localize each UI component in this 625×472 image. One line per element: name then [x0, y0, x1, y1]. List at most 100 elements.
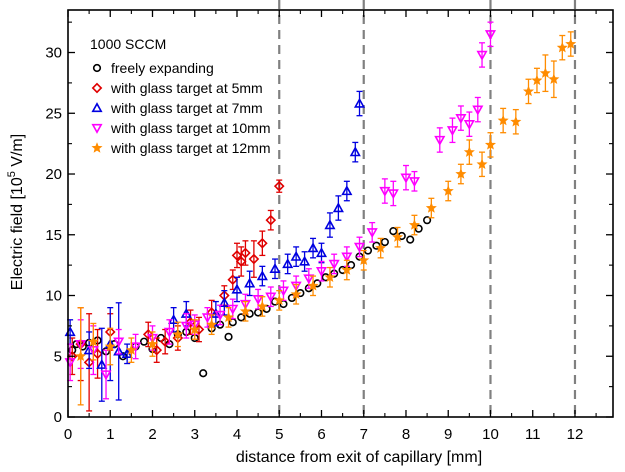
x-tick-label: 11: [525, 426, 541, 443]
data-point: [375, 242, 387, 253]
x-tick-label: 7: [360, 426, 368, 443]
data-point: [387, 189, 399, 200]
y-axis-label: Electric field [105 V/m]: [6, 134, 26, 290]
data-point: [455, 113, 467, 124]
data-point: [180, 321, 192, 332]
legend-label: with glass target at 7mm: [110, 100, 263, 116]
series-5: [75, 31, 577, 406]
data-point: [139, 337, 149, 346]
data-point: [408, 177, 420, 188]
data-point: [299, 255, 311, 266]
legend-label: with glass target at 12mm: [110, 140, 271, 156]
data-point: [531, 74, 543, 86]
x-tick-label: 9: [444, 426, 452, 443]
x-tick-label: 0: [64, 426, 72, 443]
x-tick-label: 6: [317, 426, 325, 443]
data-point: [252, 294, 264, 305]
data-point: [75, 350, 87, 361]
data-point: [392, 231, 404, 242]
data-point: [400, 173, 412, 184]
data-point: [224, 332, 233, 341]
x-axis-label: distance from exit of capillary [mm]: [236, 449, 482, 466]
data-point: [539, 67, 551, 78]
data-point: [425, 202, 437, 213]
data-point: [201, 313, 213, 324]
data-point: [406, 235, 415, 244]
data-point: [248, 253, 260, 265]
data-point: [484, 139, 497, 150]
legend-label: freely expanding: [111, 60, 214, 76]
y-tick-label: 15: [45, 227, 62, 244]
data-point: [142, 329, 154, 340]
data-point: [206, 318, 218, 330]
x-tick-label: 3: [191, 426, 199, 443]
y-tick-label: 0: [54, 409, 62, 426]
data-point: [235, 256, 247, 267]
data-point: [87, 335, 99, 347]
data-point: [332, 202, 344, 213]
data-point: [472, 105, 484, 116]
data-point: [118, 352, 128, 361]
data-point: [210, 307, 222, 318]
data-point: [497, 114, 509, 126]
data-point: [256, 270, 268, 281]
data-point: [358, 254, 370, 265]
data-point: [231, 250, 243, 261]
data-point: [244, 277, 256, 288]
x-tick-label: 4: [233, 426, 241, 443]
data-point: [66, 350, 78, 362]
data-point: [556, 41, 568, 53]
data-point: [256, 300, 268, 312]
data-point: [199, 369, 208, 378]
data-point: [423, 216, 432, 225]
data-point: [341, 185, 353, 196]
data-point: [307, 279, 319, 291]
data-point: [231, 283, 243, 294]
legend-entry-2: with glass target at 5mm: [91, 80, 263, 96]
data-point: [349, 146, 361, 157]
y-axis-label-exponent: 5: [6, 171, 18, 177]
data-point: [290, 288, 302, 299]
data-point: [484, 30, 497, 41]
y-tick-label: 20: [45, 166, 62, 183]
legend-entry-5: with glass target at 12mm: [91, 140, 271, 156]
legend-title: 1000 SCCM: [90, 36, 166, 52]
data-point: [237, 313, 246, 322]
data-point: [159, 336, 171, 348]
data-point: [189, 323, 201, 335]
data-point: [442, 185, 454, 196]
data-point: [287, 293, 297, 303]
data-point: [389, 227, 398, 236]
data-point: [366, 228, 378, 239]
data-point: [265, 292, 277, 303]
data-point: [104, 340, 116, 352]
data-point: [303, 274, 315, 285]
data-point: [476, 158, 488, 169]
data-point: [463, 120, 475, 131]
data-point: [315, 247, 328, 258]
data-point: [273, 180, 285, 192]
data-point: [113, 345, 125, 356]
data-point: [290, 281, 302, 292]
data-point: [446, 126, 459, 137]
legend-entry-3: with glass target at 7mm: [91, 100, 263, 116]
data-point: [379, 186, 391, 197]
data-point: [273, 294, 285, 306]
data-point: [324, 271, 336, 282]
data-point: [414, 224, 423, 233]
data-point: [307, 242, 319, 253]
legend-marker: [91, 82, 103, 94]
data-point: [100, 370, 112, 381]
data-point: [223, 311, 235, 323]
data-point: [227, 304, 239, 315]
x-tick-label: 10: [482, 426, 499, 443]
data-point: [282, 258, 294, 269]
data-point: [341, 264, 353, 275]
legend-marker: [91, 123, 103, 134]
data-point: [290, 250, 302, 261]
legend-label: with glass target at 5mm: [110, 80, 263, 96]
legend-entry-4: with glass target at 10mm: [91, 120, 271, 136]
data-point: [328, 259, 340, 270]
